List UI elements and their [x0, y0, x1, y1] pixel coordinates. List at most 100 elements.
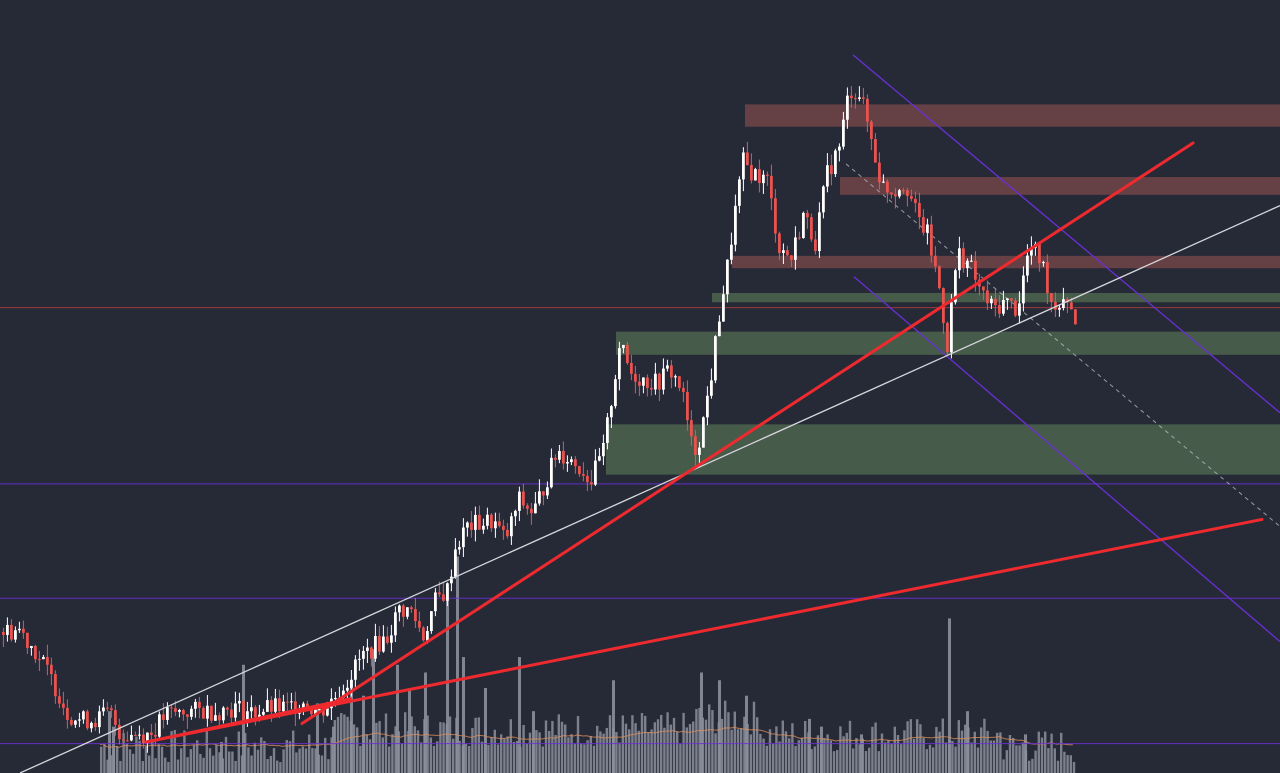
candle-up	[1058, 308, 1061, 310]
candle-up	[550, 457, 553, 488]
volume-bar	[810, 749, 813, 773]
volume-bar	[311, 748, 314, 773]
volume-bar	[925, 749, 928, 773]
candle-down	[810, 217, 813, 240]
volume-bar	[602, 733, 605, 773]
volume-bar	[218, 752, 221, 773]
candle-up	[898, 190, 901, 197]
volume-bar	[228, 751, 231, 773]
candle-down	[582, 474, 585, 476]
volume-bar	[628, 729, 631, 773]
volume-spike-bar	[808, 718, 811, 773]
volume-bar	[464, 743, 468, 773]
candle-down	[66, 707, 69, 720]
candle-down	[86, 711, 89, 729]
candle-down	[798, 237, 801, 239]
candle-down	[470, 522, 473, 530]
candle-up	[570, 459, 573, 463]
candle-down	[478, 514, 481, 530]
volume-bar	[1063, 751, 1066, 773]
volume-bar	[836, 750, 839, 773]
volume-bar	[740, 728, 743, 773]
volume-bar	[164, 757, 167, 773]
volume-bar	[189, 749, 192, 773]
volume-bar	[183, 730, 186, 773]
volume-bar	[589, 736, 592, 773]
candle-up	[138, 734, 141, 736]
candle-up	[702, 417, 705, 448]
candle-down	[746, 152, 749, 166]
volume-bar	[743, 716, 746, 773]
candle-down	[154, 735, 157, 737]
candle-down	[578, 466, 581, 475]
candle-down	[554, 457, 557, 460]
candle-up	[722, 294, 725, 322]
volume-spike-bar	[860, 734, 863, 773]
candle-down	[410, 607, 413, 610]
volume-bar	[890, 744, 893, 773]
candle-down	[94, 722, 97, 728]
volume-bar	[829, 740, 832, 773]
candle-down	[414, 609, 417, 622]
volume-bar	[439, 722, 442, 773]
candle-down	[686, 391, 689, 421]
volume-bar	[442, 722, 445, 773]
volume-bar	[1069, 755, 1072, 773]
volume-bar	[122, 733, 125, 773]
volume-bar	[823, 738, 826, 773]
candle-down	[182, 709, 185, 715]
candle-down	[530, 508, 533, 514]
candle-up	[754, 169, 757, 181]
candle-down	[150, 732, 153, 736]
volume-spike-bar	[484, 687, 487, 773]
candle-up	[730, 244, 733, 260]
volume-bar	[256, 749, 260, 773]
volume-bar	[1066, 755, 1069, 773]
candle-up	[454, 549, 457, 577]
volume-bar	[381, 737, 384, 773]
volume-bar	[877, 751, 880, 773]
candle-up	[446, 583, 449, 601]
volume-bar	[1002, 759, 1005, 773]
volume-bar	[410, 716, 413, 773]
volume-spike-bar	[108, 711, 111, 773]
candle-up	[302, 703, 305, 711]
candle-up	[274, 698, 277, 712]
candle-down	[766, 174, 769, 176]
candle-down	[162, 714, 165, 720]
volume-bar	[880, 733, 884, 773]
candle-down	[386, 636, 389, 643]
volume-bar	[420, 742, 423, 773]
volume-bar	[477, 717, 480, 773]
volume-bar	[727, 712, 730, 773]
candle-up	[146, 732, 149, 744]
volume-spike-bar	[220, 742, 223, 773]
volume-bar	[340, 713, 343, 773]
candle-down	[226, 707, 229, 710]
volume-bar	[551, 721, 554, 773]
candle-down	[1074, 309, 1077, 325]
candle-down	[62, 703, 65, 708]
candle-down	[294, 701, 297, 714]
volume-spike-bar	[518, 657, 521, 773]
volume-bar	[570, 734, 573, 773]
candle-up	[194, 701, 197, 709]
volume-bar	[394, 726, 397, 773]
volume-spike-bar	[362, 695, 365, 773]
candle-up	[366, 647, 369, 651]
volume-bar	[951, 740, 954, 773]
candle-down	[126, 740, 129, 742]
volume-bar	[336, 716, 340, 773]
candle-down	[402, 605, 405, 617]
candle-down	[170, 707, 173, 709]
candle-up	[354, 659, 357, 680]
candle-up	[742, 152, 745, 180]
candle-down	[370, 647, 373, 659]
candle-up	[98, 711, 101, 728]
volume-bar	[986, 730, 989, 773]
volume-bar	[1034, 750, 1037, 773]
volume-bar	[298, 748, 301, 773]
volume-bar	[199, 753, 202, 773]
candle-up	[450, 576, 453, 584]
volume-bar	[749, 734, 752, 773]
